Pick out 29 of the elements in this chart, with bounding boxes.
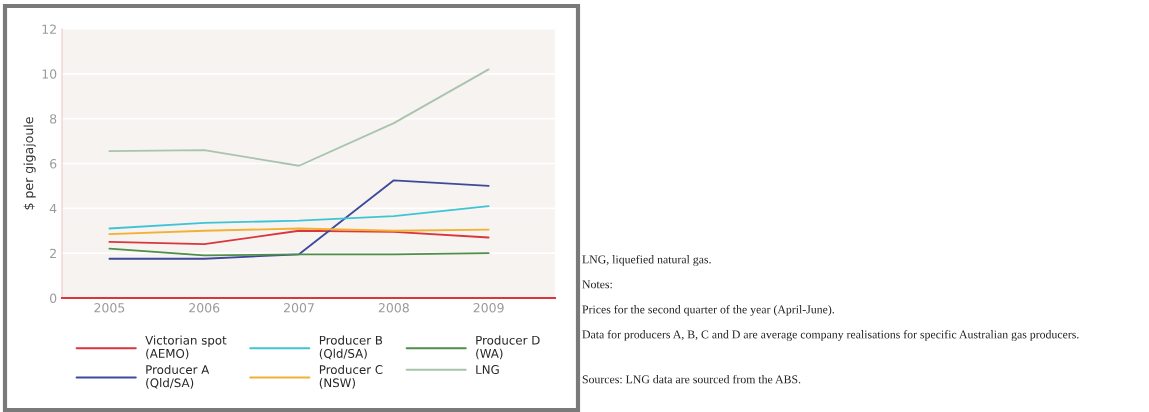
line-series (108, 179, 490, 260)
x-tick-label: 2006 (189, 303, 220, 313)
text: Data for producers A, B, C and D are average company realisations for specific Australian gas producers. (582, 330, 1079, 341)
line-series (108, 205, 490, 230)
text: Prices for the second quarter of the year (April-June). (582, 305, 834, 316)
x-tick-label: 2007 (284, 303, 314, 313)
x-tick-label: 2009 (473, 303, 504, 313)
legend-label: LNG (476, 365, 499, 375)
text: LNG, liquefied natural gas. (582, 255, 711, 266)
y-axis-title: $ per gigajoule (23, 117, 36, 210)
legend-label: Producer D (WA) (476, 335, 540, 360)
y-tick-label: 6 (50, 158, 57, 169)
y-tick-label: 0 (50, 293, 57, 303)
x-tick-label: 2008 (378, 303, 409, 313)
legend-label: Producer C (NSW) (319, 364, 383, 389)
line-series (108, 247, 490, 257)
y-tick-label: 2 (50, 248, 56, 258)
line-series (108, 229, 490, 246)
y-tick-label: 12 (42, 24, 56, 34)
y-tick-label: 8 (50, 114, 57, 124)
legend-label: Producer B (Qld/SA) (319, 335, 383, 360)
text: Notes: (582, 280, 612, 289)
legend-label: Producer A (Qld/SA) (146, 364, 210, 389)
legend-label: Victorian spot (AEMO) (145, 335, 227, 360)
x-tick-label: 2005 (94, 303, 125, 313)
source-note: Sources: LNG data are sourced from the ABS. (582, 374, 801, 384)
y-tick-label: 10 (42, 69, 57, 79)
y-tick-label: 4 (49, 203, 57, 214)
line-series (108, 68, 490, 167)
